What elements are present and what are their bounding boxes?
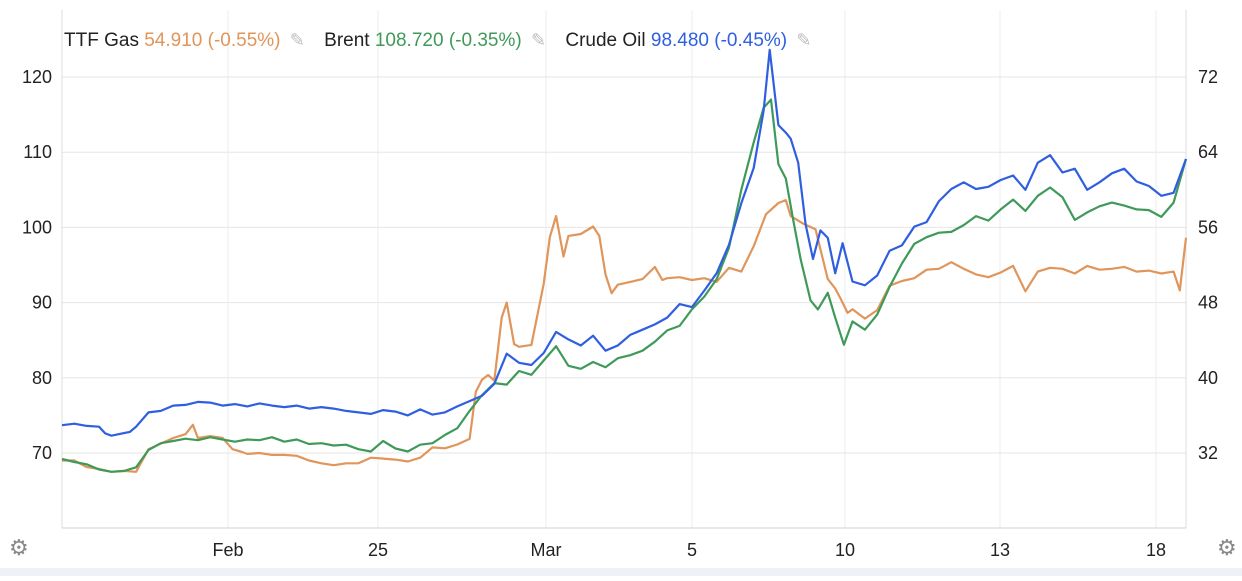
- gear-icon[interactable]: ⚙: [1217, 535, 1237, 560]
- legend-name-crude-oil: Crude Oil: [565, 30, 646, 51]
- bottom-strip: [0, 568, 1242, 576]
- y-tick-label-right: 48: [1198, 293, 1218, 313]
- legend-name-ttf-gas: TTF Gas: [64, 30, 139, 51]
- series-layer: [61, 48, 1188, 473]
- y-tick-label-left: 80: [32, 368, 52, 388]
- series-line-brent[interactable]: [61, 98, 1188, 473]
- y-tick-label-right: 72: [1198, 67, 1218, 87]
- legend-item-brent[interactable]: Brent 108.720 (-0.35%) ✎: [324, 30, 559, 51]
- legend-value-crude-oil: 98.480: [650, 30, 709, 51]
- gear-icon[interactable]: ⚙: [9, 535, 29, 560]
- legend-change-brent: (-0.35%): [448, 30, 522, 51]
- y-tick-label-right: 32: [1198, 443, 1218, 463]
- y-tick-label-left: 100: [22, 217, 52, 237]
- legend-value-ttf-gas: 54.910: [144, 30, 203, 51]
- series-line-crude-oil[interactable]: [61, 48, 1188, 437]
- legend-value-brent: 108.720: [374, 30, 444, 51]
- grid: [62, 10, 1186, 528]
- y-tick-label-left: 90: [32, 293, 52, 313]
- x-tick-label: 18: [1146, 540, 1166, 560]
- legend-change-ttf-gas: (-0.55%): [207, 30, 281, 51]
- pencil-icon[interactable]: ✎: [530, 30, 547, 50]
- x-tick-label: Feb: [212, 540, 243, 560]
- x-tick-label: Mar: [531, 540, 562, 560]
- x-tick-label: 5: [687, 540, 697, 560]
- pencil-icon[interactable]: ✎: [289, 30, 305, 50]
- x-tick-label: 10: [835, 540, 855, 560]
- axes: 70 80 90 100 110 120 32 40 48 56 64 72 Feb 25 Mar 5 10 13…: [22, 10, 1218, 560]
- legend-item-ttf-gas[interactable]: TTF Gas 54.910 (-0.55%) ✎: [64, 30, 318, 51]
- legend-change-crude-oil: (-0.45%): [714, 30, 788, 51]
- pencil-icon[interactable]: ✎: [796, 30, 812, 50]
- y-tick-label-right: 40: [1198, 368, 1218, 388]
- y-tick-label-right: 64: [1198, 142, 1218, 162]
- y-tick-label-left: 120: [22, 67, 52, 87]
- legend: TTF Gas 54.910 (-0.55%) ✎ Brent 108.720 …: [64, 30, 826, 52]
- y-tick-label-left: 70: [32, 443, 52, 463]
- y-tick-label-right: 56: [1198, 217, 1218, 237]
- legend-name-brent: Brent: [324, 30, 370, 51]
- x-tick-label: 13: [990, 540, 1010, 560]
- y-tick-label-left: 110: [23, 142, 52, 162]
- series-line-ttf-gas[interactable]: [62, 199, 1188, 473]
- legend-item-crude-oil[interactable]: Crude Oil 98.480 (-0.45%) ✎: [565, 30, 819, 51]
- x-tick-label: 25: [368, 540, 388, 560]
